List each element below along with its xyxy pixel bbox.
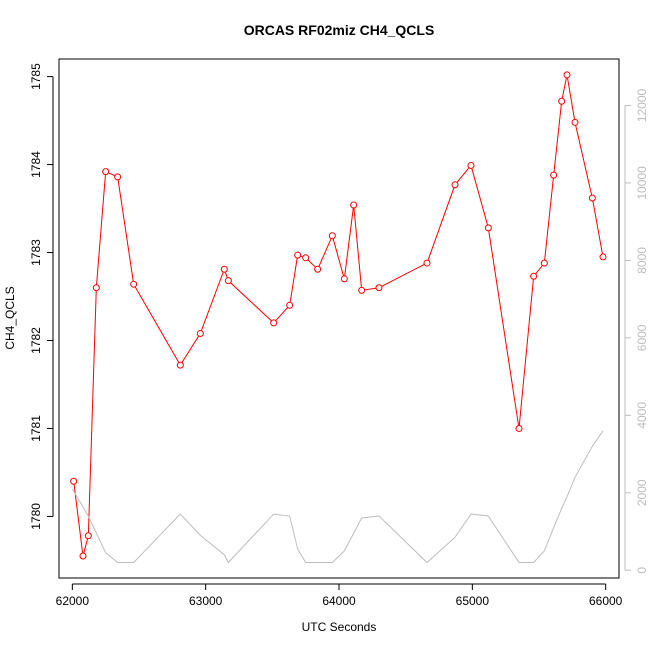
y2-tick-label: 4000 xyxy=(635,402,649,429)
data-point xyxy=(328,232,336,240)
y2-tick-label: 2000 xyxy=(635,479,649,506)
y-tick-label: 1784 xyxy=(29,151,43,178)
series-layer xyxy=(70,71,607,564)
y-tick-label: 1780 xyxy=(29,503,43,530)
data-point xyxy=(286,301,294,309)
data-point xyxy=(350,201,358,209)
data-point xyxy=(176,361,184,369)
data-point xyxy=(423,259,431,267)
data-point xyxy=(467,161,475,169)
y2-tick-label: 12000 xyxy=(635,88,649,122)
y-tick-label: 1785 xyxy=(29,63,43,90)
data-point xyxy=(70,477,78,485)
data-point xyxy=(270,319,278,327)
y2-tick-label: 0 xyxy=(635,567,649,574)
data-point xyxy=(588,194,596,202)
data-point xyxy=(563,71,571,79)
data-point xyxy=(451,181,459,189)
data-point xyxy=(599,253,607,261)
data-point xyxy=(358,286,366,294)
y-tick-label: 1783 xyxy=(29,239,43,266)
data-point xyxy=(220,265,228,273)
data-point xyxy=(92,284,100,292)
data-point xyxy=(196,329,204,337)
data-point xyxy=(102,168,110,176)
y2-tick-label: 8000 xyxy=(635,247,649,274)
secondary-y-axis: 0 2000 4000 6000 8000 10000 12000 xyxy=(624,88,649,574)
data-point xyxy=(294,251,302,259)
data-point xyxy=(314,265,322,273)
y-tick-label: 1782 xyxy=(29,327,43,354)
data-point xyxy=(530,272,538,280)
data-point xyxy=(130,280,138,288)
data-point xyxy=(224,277,232,285)
y-axis: 1780 1781 1782 1783 1784 1785 xyxy=(29,63,54,530)
data-point xyxy=(114,173,122,181)
x-axis: 62000 63000 64000 65000 66000 xyxy=(56,583,623,608)
data-point xyxy=(79,552,87,560)
data-point xyxy=(340,275,348,283)
x-tick-label: 64000 xyxy=(322,594,356,608)
data-point xyxy=(484,224,492,232)
secondary-series-line xyxy=(71,430,604,564)
y2-tick-label: 6000 xyxy=(635,324,649,351)
x-tick-label: 66000 xyxy=(589,594,623,608)
data-point xyxy=(550,171,558,179)
plot-area xyxy=(58,58,620,579)
series-line xyxy=(73,74,604,557)
x-tick-label: 63000 xyxy=(189,594,223,608)
chart-title: ORCAS RF02miz CH4_QCLS xyxy=(244,22,435,38)
data-point xyxy=(515,424,523,432)
data-point xyxy=(302,254,310,262)
y-axis-label: CH4_QCLS xyxy=(3,286,17,349)
data-point xyxy=(571,118,579,126)
x-tick-label: 65000 xyxy=(456,594,490,608)
data-point xyxy=(375,284,383,292)
y2-tick-label: 10000 xyxy=(635,166,649,200)
y-tick-label: 1781 xyxy=(29,415,43,442)
data-point xyxy=(84,532,92,540)
data-point xyxy=(558,97,566,105)
data-point xyxy=(540,259,548,267)
x-tick-label: 62000 xyxy=(56,594,90,608)
x-axis-label: UTC Seconds xyxy=(302,620,377,634)
